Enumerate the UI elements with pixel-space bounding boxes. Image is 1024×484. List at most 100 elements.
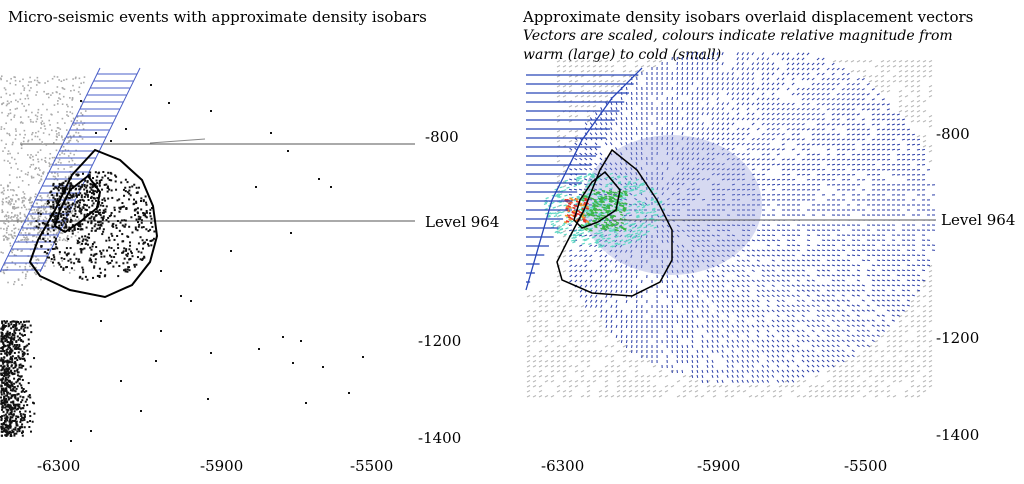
vector: [686, 193, 690, 196]
vector: [856, 60, 861, 63]
seismic-event: [90, 261, 93, 264]
seismic-event: [135, 263, 138, 266]
vector: [861, 128, 865, 131]
seismic-event: [96, 182, 99, 185]
vector: [846, 148, 851, 151]
vector: [806, 163, 811, 166]
grey-event: [60, 162, 62, 164]
grey-event: [35, 273, 37, 276]
seismic-event: [362, 356, 364, 358]
vector: [721, 224, 726, 227]
seismic-event: [9, 358, 12, 361]
vector: [568, 380, 573, 383]
seismic-event: [144, 215, 147, 218]
vector: [820, 395, 825, 398]
vector: [586, 95, 591, 98]
vector: [604, 365, 609, 368]
grey-event: [23, 89, 25, 91]
vector: [838, 385, 843, 388]
seismic-event: [24, 410, 27, 413]
vector: [556, 225, 561, 228]
seismic-event: [10, 421, 13, 424]
grey-event: [71, 112, 74, 115]
vector: [746, 132, 750, 136]
seismic-event: [3, 414, 6, 417]
seismic-event: [60, 214, 63, 217]
seismic-event: [117, 246, 120, 249]
vector: [634, 385, 639, 388]
seismic-event: [10, 337, 13, 340]
seismic-event: [58, 207, 61, 210]
grey-event: [5, 218, 8, 220]
vector: [550, 370, 555, 373]
vector: [686, 137, 689, 141]
seismic-event: [4, 403, 7, 406]
vector: [746, 142, 750, 146]
seismic-event: [99, 213, 102, 216]
seismic-event: [13, 370, 16, 373]
vector: [573, 183, 578, 186]
vector: [741, 87, 745, 91]
vector: [841, 158, 846, 161]
vector: [766, 158, 770, 161]
seismic-event: [49, 214, 52, 217]
vector: [696, 229, 700, 232]
grey-event: [50, 243, 52, 246]
vector: [851, 163, 856, 166]
vector: [598, 325, 603, 328]
grey-event: [51, 92, 54, 94]
vector: [580, 320, 585, 323]
seismic-event: [21, 419, 24, 422]
grey-event: [52, 221, 54, 224]
grey-event: [13, 283, 15, 286]
vector: [598, 80, 603, 83]
grey-event: [17, 240, 20, 242]
vector: [598, 60, 603, 63]
seismic-event: [15, 323, 18, 326]
grey-event: [49, 230, 52, 233]
grey-event: [4, 88, 7, 91]
seismic-event: [92, 196, 95, 199]
vector: [922, 100, 927, 103]
vector: [686, 86, 689, 91]
vector: [721, 62, 724, 66]
grey-event: [20, 221, 23, 224]
vector: [836, 123, 840, 126]
vector: [796, 133, 800, 136]
vector: [706, 142, 710, 146]
vector: [898, 365, 903, 368]
vector: [584, 183, 588, 186]
vector: [756, 117, 760, 121]
vector: [688, 390, 693, 393]
grey-event: [20, 147, 23, 150]
seismic-event: [122, 262, 125, 265]
vector: [916, 370, 921, 373]
vector: [619, 167, 623, 171]
vector: [630, 116, 633, 121]
vector: [754, 395, 759, 398]
vector: [532, 360, 537, 363]
vector: [910, 105, 915, 108]
vector: [556, 80, 561, 83]
vector: [676, 224, 680, 227]
vector: [922, 280, 927, 283]
vector: [910, 300, 915, 303]
vector: [841, 103, 845, 106]
seismic-event: [5, 348, 8, 351]
vector: [790, 390, 795, 393]
vector: [671, 152, 674, 156]
vector: [898, 110, 903, 113]
grey-event: [40, 238, 42, 241]
grey-event: [74, 77, 77, 80]
vector: [831, 67, 835, 71]
vector: [928, 360, 933, 363]
vector: [771, 183, 776, 186]
vector: [831, 113, 835, 116]
vector: [781, 107, 785, 111]
vector: [801, 102, 805, 106]
seismic-event: [12, 402, 15, 405]
seismic-event: [90, 253, 93, 256]
vector: [791, 107, 795, 111]
vector: [586, 105, 591, 108]
seismic-event: [95, 132, 97, 134]
